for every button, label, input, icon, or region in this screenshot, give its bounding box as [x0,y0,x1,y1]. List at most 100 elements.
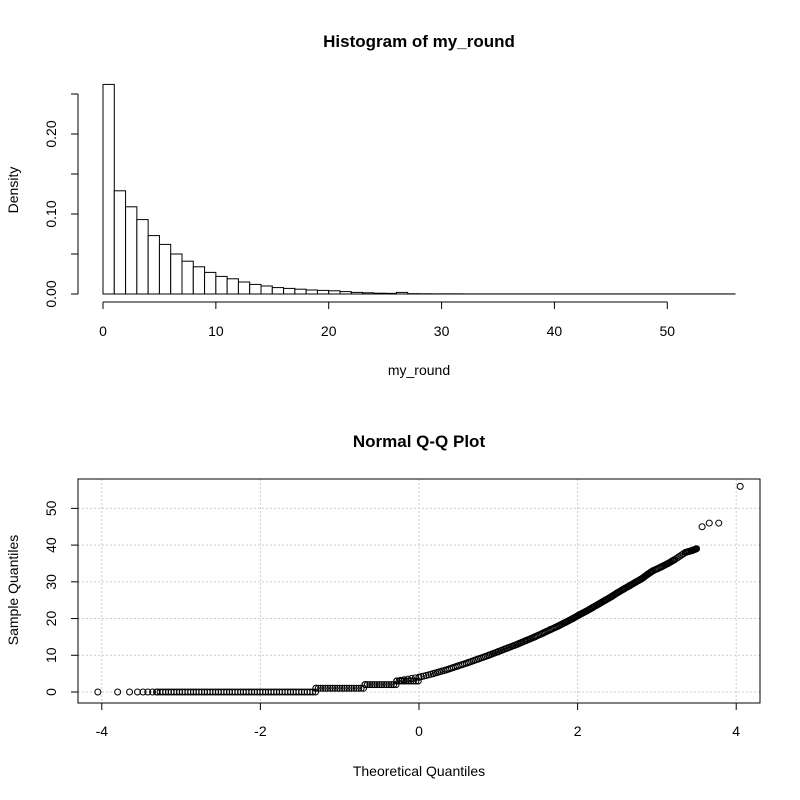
qq-point [649,567,657,575]
qq-point [562,618,570,626]
qq-point [632,578,640,586]
histogram-bar [350,291,364,295]
qq-grid [78,479,760,703]
qq-point [531,633,539,641]
histogram-x-tick-label: 20 [321,323,337,339]
qq-point [404,675,412,683]
qq-point [149,688,157,696]
qq-point [620,585,628,593]
qq-x-axis: -4 -2 0 2 4 [96,702,740,739]
qq-point [670,556,678,564]
qq-y-tick-label: 10 [43,647,59,663]
qq-y-tick-label: 30 [43,574,59,590]
qq-point [319,684,327,692]
qq-point [345,684,353,692]
qq-point [657,563,665,571]
qq-point [705,519,713,527]
histogram-bar [395,291,409,295]
qq-point [368,681,376,689]
histogram-bar [384,292,397,295]
qq-y-tick-label: 0 [43,688,59,696]
qq-point [664,559,672,567]
histogram-bar [249,283,262,295]
histogram-bars [102,83,736,295]
qq-point [474,655,482,663]
histogram-bar [147,235,160,295]
histogram-bar [339,291,352,295]
qq-point [326,684,334,692]
qq-point [400,676,408,684]
qq-point [114,688,122,696]
qq-point [688,547,696,555]
histogram-title: Histogram of my_round [323,32,515,51]
qq-point [387,681,395,689]
qq-y-tick-label: 50 [43,500,59,516]
histogram-x-tick-label: 0 [99,323,107,339]
histogram-bar [170,253,183,295]
qq-point [643,570,651,578]
histogram-x-tick-label: 40 [547,323,563,339]
histogram-bar [271,287,285,295]
qq-point [357,684,365,692]
qq-point [359,684,367,692]
qq-point [442,666,450,674]
histogram-bar [373,292,386,295]
qq-point [601,596,609,604]
qq-panel: Normal Q-Q Plot Theoretical Quantiles Sa… [5,432,761,779]
qq-point [504,644,512,652]
histogram-bar [226,278,239,295]
qq-y-tick-label: 40 [43,537,59,553]
qq-points [94,482,744,696]
qq-point [380,681,388,689]
qq-point [595,600,603,608]
histogram-bar [294,288,307,295]
qq-point [126,688,134,696]
qq-y-tick-label: 20 [43,611,59,627]
histogram-y-tick-label: 0.10 [43,200,59,227]
qq-point [375,681,383,689]
histogram-bar [316,289,330,295]
qq-x-tick-label: -4 [96,723,109,739]
histogram-bar [192,266,206,295]
qq-y-axis: 0 10 20 30 40 50 [43,500,78,696]
qq-point [539,629,547,637]
histogram-y-label: Density [5,167,21,214]
histogram-bar [305,289,318,295]
qq-point [333,684,341,692]
histogram-x-tick-label: 10 [208,323,224,339]
histogram-panel: Histogram of my_round my_round Density 0… [5,32,736,378]
qq-point [547,626,555,634]
qq-point [350,684,358,692]
histogram-bar [158,243,172,295]
histogram-bar [260,285,273,295]
qq-point [555,622,563,630]
qq-point [608,593,616,601]
qq-point [393,677,401,685]
qq-point [329,684,337,692]
histogram-bar [181,260,194,295]
qq-title: Normal Q-Q Plot [353,432,486,451]
qq-point [363,681,371,689]
qq-point [343,684,351,692]
qq-point [373,681,381,689]
histogram-x-axis: 0 10 20 30 40 50 [99,301,675,339]
qq-point [153,688,161,696]
qq-point [569,615,577,623]
histogram-x-tick-label: 30 [434,323,450,339]
qq-point [613,589,621,597]
qq-point [336,684,344,692]
qq-point [338,684,346,692]
qq-point [464,659,472,667]
histogram-x-label: my_round [388,362,450,378]
qq-point [582,607,590,615]
qq-point [348,684,356,692]
qq-point [314,684,322,692]
qq-point [715,519,723,527]
histogram-y-tick-label: 0.00 [43,280,59,307]
qq-point [94,688,102,696]
histogram-bar [215,275,228,295]
qq-point [589,604,597,612]
qq-point [453,662,461,670]
qq-point [361,681,369,689]
qq-point [371,681,379,689]
